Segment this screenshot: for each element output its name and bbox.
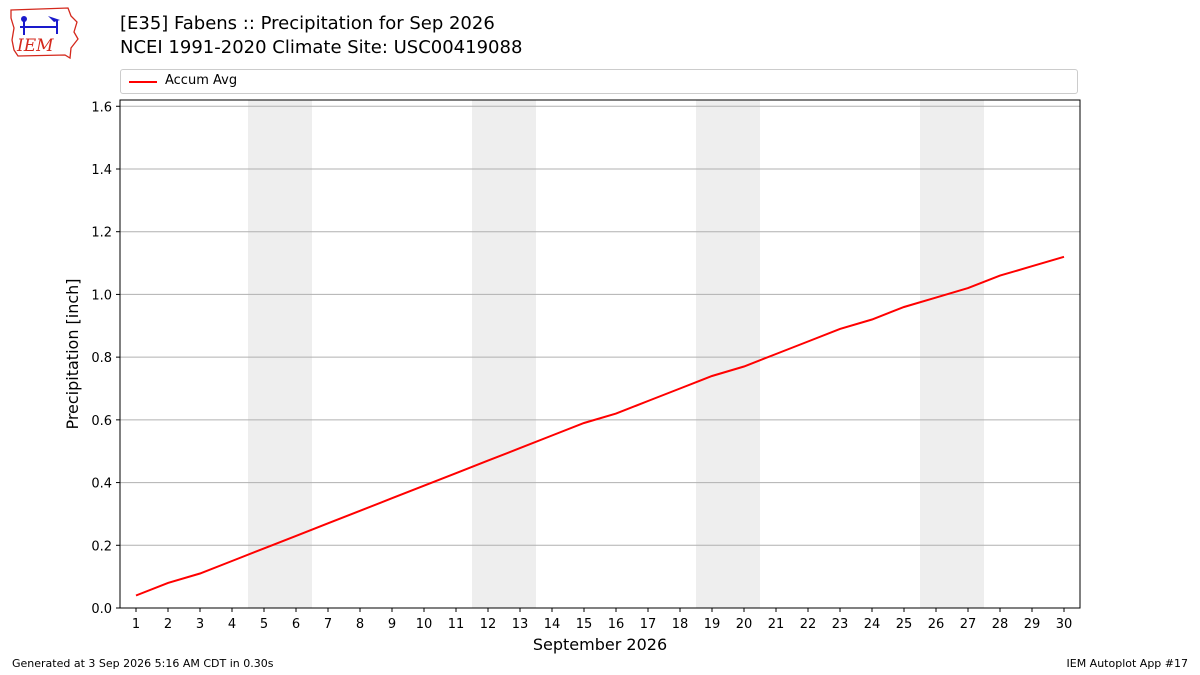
- x-tick-label: 22: [800, 617, 817, 632]
- weekend-shade-band: [696, 100, 760, 608]
- weather-station-arm-icon: [20, 26, 58, 28]
- logo-text: IEM: [16, 36, 54, 56]
- x-tick-label: 26: [928, 617, 945, 632]
- chart-title: [E35] Fabens :: Precipitation for Sep 20…: [120, 13, 495, 34]
- y-tick-label: 1.6: [91, 100, 112, 115]
- x-tick-label: 19: [704, 617, 721, 632]
- x-tick-label: 13: [512, 617, 529, 632]
- weekend-shade-band: [248, 100, 312, 608]
- x-tick-label: 30: [1056, 617, 1073, 632]
- state-outline-shape: [10, 7, 79, 60]
- x-tick-label: 25: [896, 617, 913, 632]
- y-tick-label: 0.6: [91, 414, 112, 429]
- x-tick-label: 12: [480, 617, 497, 632]
- x-tick-label: 5: [260, 617, 268, 632]
- chart-legend: Accum Avg: [120, 69, 1078, 94]
- x-tick-label: 4: [228, 617, 236, 632]
- legend-line-swatch: [129, 81, 157, 83]
- x-tick-label: 7: [324, 617, 332, 632]
- x-tick-label: 21: [768, 617, 785, 632]
- y-tick-label: 0.8: [91, 351, 112, 366]
- x-tick-label: 29: [1024, 617, 1041, 632]
- x-tick-label: 14: [544, 617, 561, 632]
- x-tick-label: 24: [864, 617, 881, 632]
- x-tick-label: 9: [388, 617, 396, 632]
- x-tick-label: 18: [672, 617, 689, 632]
- y-tick-label: 1.2: [91, 226, 112, 241]
- x-tick-label: 17: [640, 617, 657, 632]
- x-tick-label: 16: [608, 617, 625, 632]
- weather-station-post-icon: [56, 20, 58, 34]
- y-tick-label: 0.2: [91, 539, 112, 554]
- x-tick-label: 15: [576, 617, 593, 632]
- legend-label: Accum Avg: [165, 73, 238, 88]
- x-tick-label: 11: [448, 617, 465, 632]
- weekend-shade-band: [472, 100, 536, 608]
- weekend-shade-band: [920, 100, 984, 608]
- x-tick-label: 2: [164, 617, 172, 632]
- x-tick-label: 3: [196, 617, 204, 632]
- y-axis-label: Precipitation [inch]: [63, 278, 82, 429]
- x-tick-label: 1: [132, 617, 140, 632]
- x-tick-label: 28: [992, 617, 1009, 632]
- footer-app-text: IEM Autoplot App #17: [1066, 657, 1189, 670]
- x-tick-label: 8: [356, 617, 364, 632]
- y-tick-label: 0.4: [91, 477, 112, 492]
- chart-subtitle: NCEI 1991-2020 Climate Site: USC00419088: [120, 37, 523, 58]
- y-tick-label: 1.0: [91, 288, 112, 303]
- series-line-accum-avg: [135, 255, 1065, 597]
- wind-vane-icon: [48, 16, 60, 22]
- x-tick-label: 23: [832, 617, 849, 632]
- x-tick-label: 6: [292, 617, 300, 632]
- y-tick-label: 0.0: [91, 602, 112, 617]
- iem-logo: IEM: [10, 7, 79, 60]
- x-tick-label: 27: [960, 617, 977, 632]
- y-tick-label: 1.4: [91, 163, 112, 178]
- x-axis-label: September 2026: [533, 635, 667, 654]
- x-tick-label: 20: [736, 617, 753, 632]
- plot-area-frame: [119, 99, 1081, 609]
- x-tick-label: 10: [416, 617, 433, 632]
- footer-generated-text: Generated at 3 Sep 2026 5:16 AM CDT in 0…: [12, 657, 274, 670]
